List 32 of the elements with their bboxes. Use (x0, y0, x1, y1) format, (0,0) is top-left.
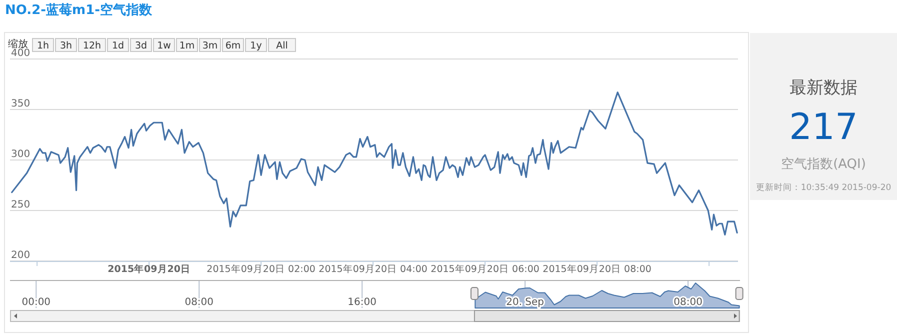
x-tick-label: 2015年09月20日 08:00 (542, 263, 652, 275)
text: 217 (789, 107, 858, 148)
text: 缩放 (8, 38, 28, 50)
text: 1d (112, 40, 124, 52)
text: 12h (82, 40, 102, 52)
text: 3m (202, 40, 218, 52)
x-tick-label: 20. Sep (506, 297, 544, 308)
text: 空气指数(AQI) (781, 157, 866, 172)
text: 1m (179, 40, 195, 52)
text: 1w (157, 40, 172, 52)
text: 1y (250, 40, 262, 52)
x-tick-label: 2015年09月20日 04:00 (318, 263, 428, 275)
x-tick-label: 2015年09月20日 (108, 263, 191, 275)
y-tick-label: 250 (11, 200, 30, 210)
x-tick-label: 00:00 (22, 297, 51, 308)
text: 6m (225, 40, 241, 52)
text: 3h (60, 40, 72, 52)
x-tick-label: 08:00 (674, 297, 702, 308)
y-tick-label: 300 (11, 149, 30, 160)
text: 最新数据 (790, 78, 858, 98)
y-tick-label: 200 (11, 250, 30, 261)
x-tick-label: 16:00 (348, 297, 377, 308)
y-tick-label: 400 (11, 48, 30, 59)
text: 3d (134, 40, 148, 52)
x-tick-label: 08:00 (184, 297, 214, 308)
chart-title: NO.2-蓝莓m1-空气指数 (5, 2, 154, 18)
x-tick-label: 2015年09月20日 06:00 (430, 263, 540, 275)
x-tick-label: 2015年09月20日 02:00 (206, 263, 316, 275)
y-tick-label: 350 (11, 98, 30, 110)
text: 更新时间：10:35:49 2015-09-20 (756, 182, 892, 193)
text: All (276, 40, 288, 52)
text: 1h (36, 40, 50, 52)
